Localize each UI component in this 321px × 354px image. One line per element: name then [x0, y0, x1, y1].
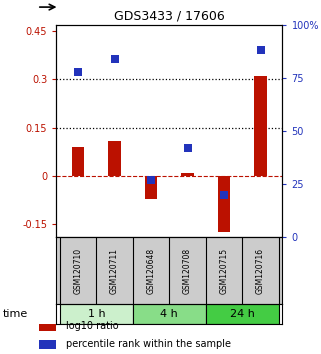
Bar — [133, 304, 206, 324]
Bar — [254, 76, 267, 176]
Text: GSM120711: GSM120711 — [110, 248, 119, 294]
Text: 24 h: 24 h — [230, 309, 255, 319]
Text: GSM120715: GSM120715 — [220, 248, 229, 294]
Bar — [181, 173, 194, 176]
Bar — [39, 340, 56, 349]
Bar — [60, 304, 133, 324]
Bar — [39, 322, 56, 331]
Text: GSM120710: GSM120710 — [74, 248, 82, 294]
Bar — [108, 141, 121, 176]
Point — [258, 47, 263, 53]
Point — [75, 69, 81, 74]
Text: percentile rank within the sample: percentile rank within the sample — [66, 339, 231, 349]
Text: GSM120716: GSM120716 — [256, 248, 265, 294]
Title: GDS3433 / 17606: GDS3433 / 17606 — [114, 9, 225, 22]
Point — [221, 192, 227, 198]
Bar — [218, 176, 230, 232]
Text: log10 ratio: log10 ratio — [66, 321, 118, 331]
Point — [112, 56, 117, 62]
Point — [185, 145, 190, 151]
Text: GSM120648: GSM120648 — [147, 248, 156, 294]
Text: 4 h: 4 h — [160, 309, 178, 319]
Bar — [72, 147, 84, 176]
Bar — [145, 176, 158, 199]
Point — [149, 177, 154, 183]
Bar — [206, 304, 279, 324]
Text: time: time — [3, 309, 29, 319]
Text: 1 h: 1 h — [88, 309, 105, 319]
Text: GSM120708: GSM120708 — [183, 248, 192, 294]
